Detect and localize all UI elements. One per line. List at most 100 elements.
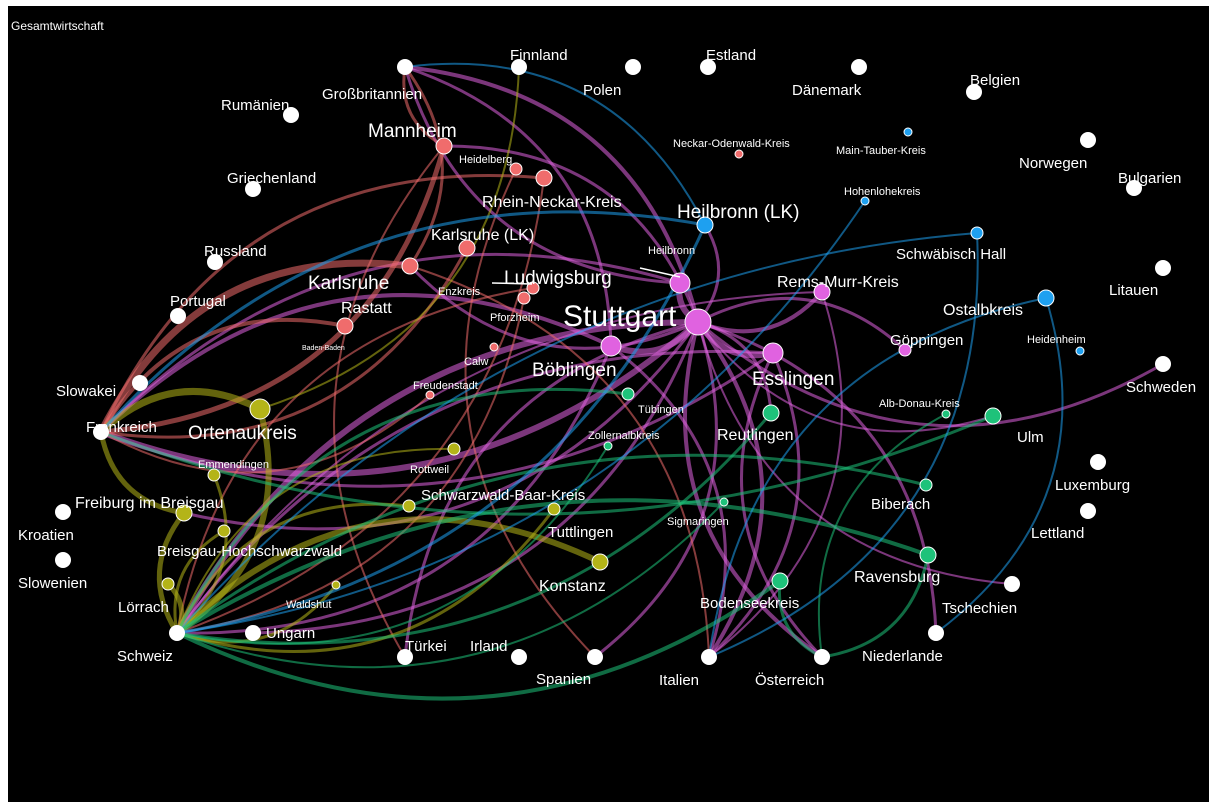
node-pforzheim[interactable] bbox=[517, 291, 531, 305]
node-grossbritannien[interactable] bbox=[397, 59, 413, 75]
node-schweden[interactable] bbox=[1155, 356, 1171, 372]
edge-reutlingen-schweiz bbox=[176, 412, 773, 645]
node-ravensburg[interactable] bbox=[919, 546, 937, 564]
node-karlsruhe[interactable] bbox=[401, 257, 419, 275]
edge-boeblingen-frankreich bbox=[99, 293, 612, 434]
label-esslingen: Esslingen bbox=[752, 369, 834, 390]
node-rheinneckar[interactable] bbox=[535, 169, 553, 187]
node-sigmaringen[interactable] bbox=[719, 497, 729, 507]
node-mannheim[interactable] bbox=[435, 137, 453, 155]
edge-freiburg-frankreich bbox=[98, 431, 185, 516]
node-karlsruhelk[interactable] bbox=[458, 239, 476, 257]
graph-canvas: Gesamtwirtschaft Großbritannien Finnland E… bbox=[8, 6, 1209, 802]
node-enzkreis[interactable] bbox=[526, 281, 540, 295]
node-norwegen[interactable] bbox=[1080, 132, 1096, 148]
edge-remsmurr-schweiz bbox=[176, 291, 823, 634]
node-oesterreich[interactable] bbox=[814, 649, 830, 665]
edge-zollernalb-schweiz bbox=[176, 445, 609, 645]
label-karlsruhe: Karlsruhe bbox=[308, 273, 389, 294]
label-hohenlohe: Hohenlohekreis bbox=[844, 186, 921, 198]
node-estland[interactable] bbox=[700, 59, 716, 75]
node-waldshut[interactable] bbox=[331, 580, 341, 590]
node-portugal[interactable] bbox=[170, 308, 186, 324]
node-ludwigsburg[interactable] bbox=[669, 272, 691, 294]
label-schweden: Schweden bbox=[1126, 379, 1196, 396]
node-frankreich[interactable] bbox=[93, 424, 109, 440]
node-polen[interactable] bbox=[625, 59, 641, 75]
label-rheinneckar: Rhein-Neckar-Kreis bbox=[482, 194, 622, 211]
node-slowenien[interactable] bbox=[55, 552, 71, 568]
node-tuebingen[interactable] bbox=[621, 387, 635, 401]
node-rumaenien[interactable] bbox=[283, 107, 299, 123]
node-tuerkei[interactable] bbox=[397, 649, 413, 665]
node-stuttgart[interactable] bbox=[684, 308, 712, 336]
label-slowenien: Slowenien bbox=[18, 575, 87, 592]
label-heidelberg: Heidelberg bbox=[459, 154, 512, 166]
node-neckarodenwald[interactable] bbox=[734, 149, 744, 159]
node-bulgarien[interactable] bbox=[1126, 180, 1142, 196]
node-heidenheim[interactable] bbox=[1075, 346, 1085, 356]
node-niederlande[interactable] bbox=[928, 625, 944, 641]
node-ungarn[interactable] bbox=[245, 625, 261, 641]
node-breisgau[interactable] bbox=[217, 524, 231, 538]
edge-konstanz-schweiz bbox=[174, 516, 602, 636]
node-heidelberg[interactable] bbox=[509, 162, 523, 176]
node-tuttlingen[interactable] bbox=[547, 502, 561, 516]
label-calw: Calw bbox=[464, 356, 489, 368]
edge-breisgau-schweiz bbox=[173, 529, 225, 634]
node-schwarzwaldbaar[interactable] bbox=[402, 499, 416, 513]
node-irland[interactable] bbox=[511, 649, 527, 665]
label-rastatt: Rastatt bbox=[341, 300, 392, 317]
node-goeppingen[interactable] bbox=[898, 343, 912, 357]
label-goeppingen: Göppingen bbox=[890, 332, 963, 349]
label-ostalb: Ostalbkreis bbox=[943, 302, 1023, 319]
node-schweiz[interactable] bbox=[169, 625, 185, 641]
node-heilbronnlk[interactable] bbox=[696, 216, 714, 234]
node-ortenaukreis[interactable] bbox=[249, 398, 271, 420]
node-ostalb[interactable] bbox=[1037, 289, 1055, 307]
node-griechenland[interactable] bbox=[245, 181, 261, 197]
node-remsmurr[interactable] bbox=[813, 283, 831, 301]
node-boeblingen[interactable] bbox=[600, 335, 622, 357]
node-belgien[interactable] bbox=[966, 84, 982, 100]
node-rottweil[interactable] bbox=[447, 442, 461, 456]
label-tuebingen: Tübingen bbox=[638, 404, 684, 416]
node-italien[interactable] bbox=[701, 649, 717, 665]
node-konstanz[interactable] bbox=[591, 553, 609, 571]
edge-hohenlohe-schweiz bbox=[176, 200, 866, 634]
node-loerrach[interactable] bbox=[161, 577, 175, 591]
node-tschechien[interactable] bbox=[1004, 576, 1020, 592]
node-lettland[interactable] bbox=[1080, 503, 1096, 519]
label-lettland: Lettland bbox=[1031, 525, 1084, 542]
edge-ludwigsburg-grossbritannien bbox=[403, 66, 681, 285]
edge-ostalb-italien bbox=[708, 297, 1047, 658]
node-freiburg[interactable] bbox=[175, 504, 193, 522]
node-emmendingen[interactable] bbox=[207, 468, 221, 482]
label-emmendingen: Emmendingen bbox=[198, 459, 269, 471]
edge-stuttgart-ungarn bbox=[252, 321, 700, 635]
node-esslingen[interactable] bbox=[762, 342, 784, 364]
node-hohenlohe[interactable] bbox=[860, 196, 870, 206]
node-litauen[interactable] bbox=[1155, 260, 1171, 276]
label-oesterreich: Österreich bbox=[755, 671, 824, 689]
label-albdonau: Alb-Donau-Kreis bbox=[879, 398, 960, 410]
node-calw[interactable] bbox=[489, 342, 499, 352]
node-spanien[interactable] bbox=[587, 649, 603, 665]
node-rastatt[interactable] bbox=[336, 317, 354, 335]
node-schwaebischhall[interactable] bbox=[970, 226, 984, 240]
node-finnland[interactable] bbox=[511, 59, 527, 75]
node-freudenstadt[interactable] bbox=[425, 390, 435, 400]
node-daenemark[interactable] bbox=[851, 59, 867, 75]
node-bodensee[interactable] bbox=[771, 572, 789, 590]
node-russland[interactable] bbox=[207, 254, 223, 270]
node-reutlingen[interactable] bbox=[762, 404, 780, 422]
node-zollernalb[interactable] bbox=[603, 441, 613, 451]
node-kroatien[interactable] bbox=[55, 504, 71, 520]
node-luxemburg[interactable] bbox=[1090, 454, 1106, 470]
edge-stuttgart-tschechien bbox=[697, 321, 1013, 585]
node-albdonau[interactable] bbox=[941, 409, 951, 419]
node-maintauber[interactable] bbox=[903, 127, 913, 137]
node-slowakei[interactable] bbox=[132, 375, 148, 391]
node-biberach[interactable] bbox=[919, 478, 933, 492]
node-ulm[interactable] bbox=[984, 407, 1002, 425]
